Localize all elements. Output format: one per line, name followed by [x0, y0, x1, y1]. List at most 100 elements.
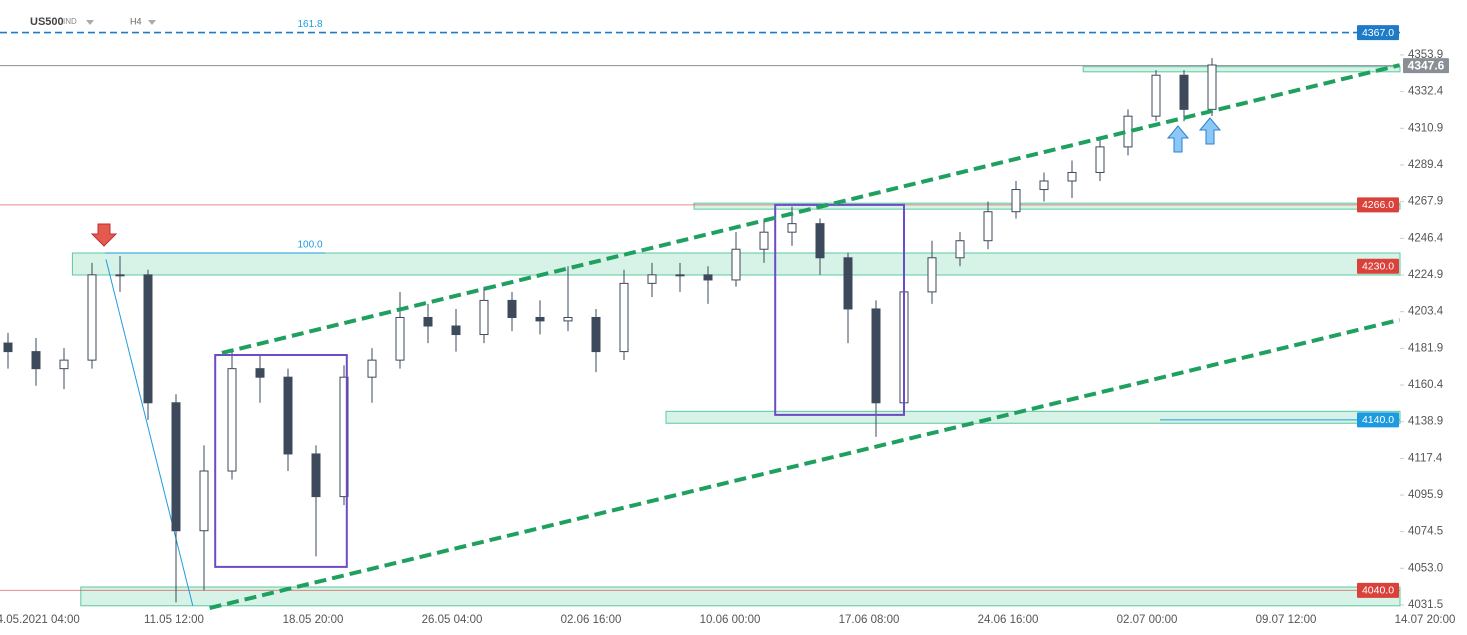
y-tick-label: 4353.9 [1408, 49, 1443, 61]
level-label-box [1403, 58, 1449, 74]
candle-body [871, 308, 881, 404]
candle-body [1151, 74, 1161, 117]
y-tick-label: 4138.9 [1408, 416, 1443, 428]
candle-body [3, 342, 13, 353]
level-label: 4140.0 [1362, 414, 1394, 426]
candle-body [339, 376, 349, 498]
buy-arrow [1166, 125, 1190, 153]
level-label: 4266.0 [1362, 199, 1394, 211]
candle-body [815, 223, 825, 259]
candle-body [507, 299, 517, 318]
candle-body [1123, 115, 1133, 148]
range-box [214, 354, 348, 568]
candle-body [1179, 74, 1189, 110]
trendline [209, 317, 1401, 610]
buy-arrow [1198, 117, 1222, 145]
zone [665, 410, 1401, 424]
candle-body [143, 274, 153, 404]
candle-body [31, 351, 41, 370]
candle-body [647, 274, 657, 284]
candle-body [395, 316, 405, 361]
zone [80, 586, 1401, 607]
candle-body [311, 453, 321, 498]
candle-body [451, 325, 461, 336]
sell-arrow [90, 223, 118, 247]
candle-body [479, 299, 489, 336]
x-tick-label: 14.07 20:00 [1395, 614, 1456, 626]
market: IND [63, 17, 77, 26]
range-box [774, 203, 906, 416]
candle-body [1207, 64, 1217, 110]
candle-body [927, 257, 937, 293]
candle-body [675, 274, 685, 277]
candle-body [983, 211, 993, 242]
candle-body [955, 240, 965, 259]
y-tick-label: 4203.4 [1408, 306, 1444, 318]
y-tick-label: 4031.5 [1408, 599, 1443, 611]
candle-body [731, 248, 741, 281]
candle-body [1011, 189, 1021, 213]
candle-body [283, 376, 293, 455]
level-label-box [1357, 197, 1399, 213]
y-tick-label: 4160.4 [1408, 379, 1444, 391]
fib-anchor [105, 259, 194, 606]
level-label-box [1357, 412, 1399, 428]
dropdown-icon [148, 20, 156, 25]
candle-body [619, 282, 629, 353]
timeframe: H4 [130, 16, 142, 26]
y-tick-label: 4267.9 [1408, 196, 1443, 208]
x-tick-label: 11.05 12:00 [144, 614, 204, 626]
x-tick-label: 17.06 08:00 [839, 614, 900, 626]
level-label-box [1357, 258, 1399, 274]
level-label-box [1357, 25, 1399, 41]
y-tick-label: 4074.5 [1408, 526, 1443, 538]
y-tick-label: 4181.9 [1408, 342, 1443, 354]
x-tick-label: 26.05 04:00 [422, 614, 483, 626]
candle-body [255, 368, 265, 378]
dropdown-icon [86, 20, 94, 25]
candle-body [843, 257, 853, 310]
level-label: 4367.0 [1362, 27, 1394, 39]
fib-label: 161.8 [297, 19, 322, 30]
zone [693, 202, 1401, 210]
candle-body [1039, 180, 1049, 191]
x-tick-label: 24.06 16:00 [978, 614, 1039, 626]
level-label-box [1357, 582, 1399, 598]
plot-layer: 4031.5 4053.0 4074.5 4095.9 4117.4 4138.9 4160… [0, 19, 1455, 626]
candle-body [1095, 146, 1105, 173]
candle-body [227, 368, 237, 472]
y-tick-label: 4224.9 [1408, 269, 1443, 281]
candle-body [535, 316, 545, 322]
x-tick-label: 04.05.2021 04:00 [0, 614, 80, 626]
zone [1082, 66, 1401, 73]
level-label: 4040.0 [1362, 585, 1394, 597]
symbol: US500 [30, 16, 64, 28]
trendline [221, 63, 1401, 355]
candle-body [591, 316, 601, 353]
candle-body [423, 316, 433, 327]
x-tick-label: 18.05 20:00 [283, 614, 344, 626]
fib-label: 100.0 [297, 240, 322, 251]
candle-body [87, 274, 97, 361]
x-tick-label: 02.07 00:00 [1117, 614, 1178, 626]
candle-body [171, 402, 181, 532]
candle-body [787, 223, 797, 233]
candle-body [59, 359, 69, 370]
level-label: 4230.0 [1362, 261, 1394, 273]
x-tick-label: 10.06 00:00 [700, 614, 761, 626]
level-label: 4347.6 [1408, 58, 1445, 72]
y-tick-label: 4310.9 [1408, 122, 1443, 134]
candle-body [759, 231, 769, 250]
y-tick-label: 4332.4 [1408, 86, 1444, 98]
x-tick-label: 02.06 16:00 [561, 614, 622, 626]
candle-body [1067, 171, 1077, 182]
y-tick-label: 4246.4 [1408, 232, 1444, 244]
candle-body [703, 274, 713, 281]
x-tick-label: 09.07 12:00 [1256, 614, 1317, 626]
y-tick-label: 4117.4 [1408, 452, 1443, 464]
candle-body [367, 359, 377, 378]
candle-body [115, 274, 125, 277]
candle-body [199, 470, 209, 532]
candle-body [563, 316, 573, 322]
